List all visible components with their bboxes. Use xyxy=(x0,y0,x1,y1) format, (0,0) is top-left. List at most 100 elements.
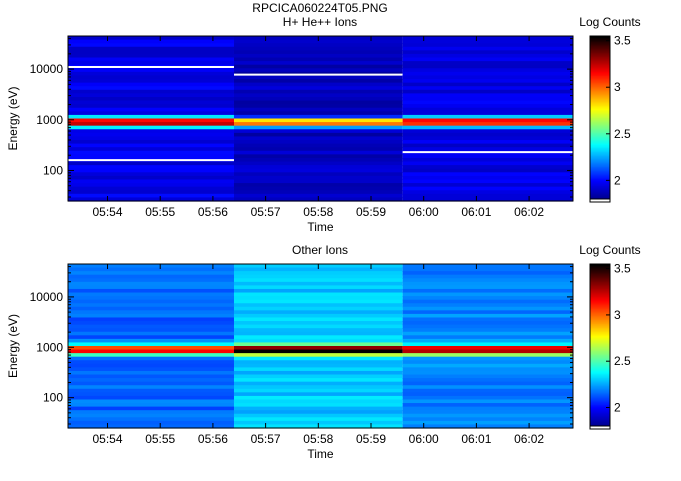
heatmap-cell xyxy=(233,360,403,365)
colorbar-segment xyxy=(590,166,610,169)
colorbar-segment xyxy=(590,268,610,270)
colorbar-segment xyxy=(590,127,610,129)
colorbar-segment xyxy=(590,170,610,173)
heatmap-cell xyxy=(402,136,573,141)
colorbar-segment xyxy=(590,169,610,172)
y-tick-label: 10000 xyxy=(30,62,64,76)
heatmap-cell xyxy=(402,271,573,276)
heatmap-cell xyxy=(68,86,234,91)
colorbar-segment xyxy=(590,181,610,184)
spectrogram xyxy=(68,264,573,429)
colorbar-segment xyxy=(590,421,610,424)
heatmap-cell xyxy=(402,111,573,116)
heatmap-cell xyxy=(233,118,403,123)
heatmap-cell xyxy=(68,190,234,195)
colorbar-segment xyxy=(590,128,610,131)
colorbar-segment xyxy=(590,330,610,333)
colorbar-segment xyxy=(590,295,610,297)
colorbar-label: Log Counts xyxy=(579,243,640,257)
heatmap-cell xyxy=(68,147,234,152)
heatmap-cell xyxy=(233,129,403,134)
colorbar-segment xyxy=(590,296,610,299)
x-tick-label: 05:56 xyxy=(198,432,228,446)
heatmap-cell xyxy=(233,385,403,390)
heatmap-cell xyxy=(68,71,234,77)
x-tick-label: 06:01 xyxy=(461,205,491,219)
colorbar-segment xyxy=(590,42,610,45)
heatmap-cell xyxy=(68,168,234,173)
heatmap-cell xyxy=(68,267,234,272)
heatmap-cell xyxy=(68,57,234,62)
colorbar-segment xyxy=(590,289,610,292)
heatmap-cell xyxy=(68,82,234,87)
colorbar-segment xyxy=(590,320,610,323)
x-tick-label: 06:00 xyxy=(409,205,439,219)
heatmap-cell xyxy=(233,175,403,181)
heatmap-cell xyxy=(233,186,403,191)
heatmap-cell xyxy=(402,346,573,351)
colorbar-segment xyxy=(590,64,610,67)
heatmap-cell xyxy=(402,296,573,301)
colorbar-segment xyxy=(590,378,610,381)
heatmap-cell xyxy=(233,114,403,120)
colorbar-segment xyxy=(590,87,610,90)
colorbar-segment xyxy=(590,403,610,405)
colorbar-segment xyxy=(590,56,610,59)
colorbar-segment xyxy=(590,63,610,66)
colorbar-segment xyxy=(590,338,610,341)
colorbar-segment xyxy=(590,349,610,351)
heatmap-cell xyxy=(402,79,573,84)
colorbar-segment xyxy=(590,354,610,357)
colorbar-segment xyxy=(590,355,610,358)
heatmap-cell xyxy=(68,388,234,393)
heatmap-cell xyxy=(402,395,573,401)
heatmap-cell xyxy=(233,132,403,138)
colorbar-segment xyxy=(590,358,610,361)
heatmap-cell xyxy=(68,46,234,51)
heatmap-cell xyxy=(402,363,573,368)
heatmap-cell xyxy=(402,356,573,361)
colorbar-segment xyxy=(590,336,610,339)
axes: 05:54 05:55 05:56 05:57 05:58 05:59 06:00 06:01… xyxy=(30,36,573,219)
heatmap-cell xyxy=(68,321,234,326)
heatmap-cell xyxy=(68,129,234,134)
heatmap-cell xyxy=(402,353,573,358)
heatmap-cell xyxy=(402,374,573,379)
heatmap-cell xyxy=(68,292,234,297)
colorbar-segment xyxy=(590,276,610,279)
axes: 05:54 05:55 05:56 05:57 05:58 05:59 06:00 06:01… xyxy=(30,264,573,446)
colorbar-segment xyxy=(590,305,610,308)
colorbar-segment xyxy=(590,84,610,87)
heatmap-cell xyxy=(233,413,403,418)
heatmap-cell xyxy=(402,190,573,195)
colorbar-segment xyxy=(590,49,610,52)
heatmap-cell xyxy=(402,281,573,286)
heatmap-cell xyxy=(68,114,234,120)
heatmap-cell xyxy=(233,43,403,48)
colorbar-segment xyxy=(590,319,610,322)
panel-title: H+ He++ Ions xyxy=(283,15,357,29)
colorbar-segment xyxy=(590,186,610,189)
heatmap-cell xyxy=(68,303,234,308)
heatmap-cell xyxy=(233,338,403,344)
heatmap-cell xyxy=(402,154,573,159)
colorbar-segment xyxy=(590,405,610,408)
colorbar-tick-label: 3.5 xyxy=(614,34,631,48)
colorbar-segment xyxy=(590,103,610,106)
heatmap-cell xyxy=(68,424,234,429)
heatmap-cell xyxy=(402,50,573,55)
heatmap-cell xyxy=(402,299,573,304)
colorbar-segment xyxy=(590,82,610,85)
heatmap-cell xyxy=(402,161,573,166)
colorbar-segment xyxy=(590,381,610,384)
colorbar-segment xyxy=(590,327,610,330)
heatmap-cell xyxy=(402,157,573,163)
colorbar-segment xyxy=(590,132,610,135)
colorbar-segment xyxy=(590,78,610,81)
heatmap-cell xyxy=(68,381,234,386)
colorbar-segment xyxy=(590,313,610,316)
colorbar-segment xyxy=(590,304,610,307)
colorbar-segment xyxy=(590,390,610,393)
x-tick-label: 05:57 xyxy=(251,432,281,446)
colorbar-segment xyxy=(590,148,610,151)
